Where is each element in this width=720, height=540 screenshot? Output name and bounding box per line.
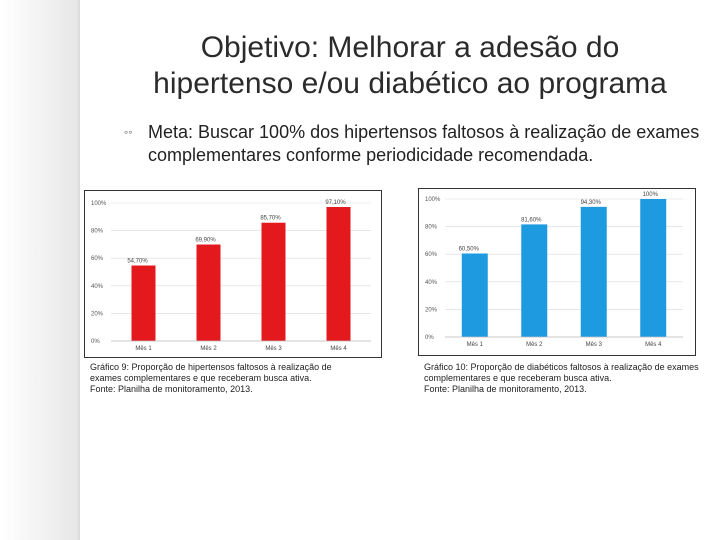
data-label: 85,70% [260, 216, 281, 222]
y-tick-label: 100% [425, 197, 441, 203]
diabeticos-chart: 0% 20% 40% 60% 80% 100% 60,50% Mês 1 81,60% Mês 2… [418, 188, 696, 356]
bar [580, 206, 607, 337]
data-label: 100% [643, 192, 659, 198]
diabeticos-chart-svg: 0% 20% 40% 60% 80% 100% 60,50% Mês 1 81,60% Mês 2… [425, 192, 683, 348]
caption-left-line-1: Gráfico 9: Proporção de hipertensos falt… [90, 362, 332, 372]
x-tick-label: Mês 3 [586, 342, 603, 348]
y-tick-label: 0% [425, 335, 434, 341]
bar [640, 199, 667, 337]
x-tick-label: Mês 3 [265, 346, 282, 352]
hipertensos-chart: 0% 20% 40% 60% 80% 100% 54,70% Mês 1 69,90% Mês 2… [84, 190, 382, 358]
caption-left-line-2: exames complementares e que receberam bu… [90, 373, 312, 383]
y-tick-label: 40% [425, 280, 438, 286]
bullet-text: Meta: Buscar 100% dos hipertensos faltos… [148, 122, 700, 165]
y-tick-label: 20% [425, 307, 438, 313]
y-tick-label: 80% [91, 229, 104, 235]
caption-left: Gráfico 9: Proporção de hipertensos falt… [90, 362, 390, 395]
bar [131, 265, 156, 341]
y-tick-label: 100% [91, 201, 107, 207]
x-tick-label: Mês 1 [135, 346, 152, 352]
title-line-1: Objetivo: Melhorar a adesão do [200, 31, 620, 64]
bar [521, 224, 548, 337]
data-label: 81,60% [521, 217, 542, 223]
caption-right: Gráfico 10: Proporção de diabéticos falt… [424, 362, 720, 395]
data-label: 69,90% [195, 238, 216, 244]
y-tick-label: 40% [91, 284, 104, 290]
x-tick-label: Mês 4 [645, 342, 662, 348]
x-tick-label: Mês 4 [330, 346, 347, 352]
bar [261, 222, 286, 341]
y-tick-label: 80% [425, 225, 438, 231]
y-tick-label: 60% [425, 252, 438, 258]
left-decor-bar [0, 0, 80, 540]
title-line-2: hipertenso e/ou diabético ao programa [153, 67, 667, 100]
bar [326, 207, 351, 341]
caption-right-line-1: Gráfico 10: Proporção de diabéticos falt… [424, 362, 699, 372]
bullet-item: ◦◦ Meta: Buscar 100% dos hipertensos fal… [124, 121, 704, 167]
y-tick-label: 60% [91, 256, 104, 262]
data-label: 97,10% [325, 200, 346, 206]
caption-right-line-2: complementares e que receberam busca ati… [424, 373, 612, 383]
page-title: Objetivo: Melhorar a adesão do hipertens… [110, 30, 710, 102]
caption-left-line-3: Fonte: Planilha de monitoramento, 2013. [90, 384, 253, 394]
x-tick-label: Mês 2 [200, 346, 217, 352]
bar [196, 244, 221, 341]
data-label: 54,70% [127, 259, 148, 265]
y-tick-label: 0% [91, 339, 100, 345]
data-label: 60,50% [459, 247, 480, 253]
bar [461, 253, 488, 337]
hipertensos-chart-svg: 0% 20% 40% 60% 80% 100% 54,70% Mês 1 69,90% Mês 2… [91, 200, 371, 352]
x-tick-label: Mês 1 [467, 342, 484, 348]
x-tick-label: Mês 2 [526, 342, 543, 348]
bullet-icon: ◦◦ [124, 125, 133, 139]
y-tick-label: 20% [91, 311, 104, 317]
data-label: 94,30% [581, 200, 602, 206]
caption-right-line-3: Fonte: Planilha de monitoramento, 2013. [424, 384, 587, 394]
